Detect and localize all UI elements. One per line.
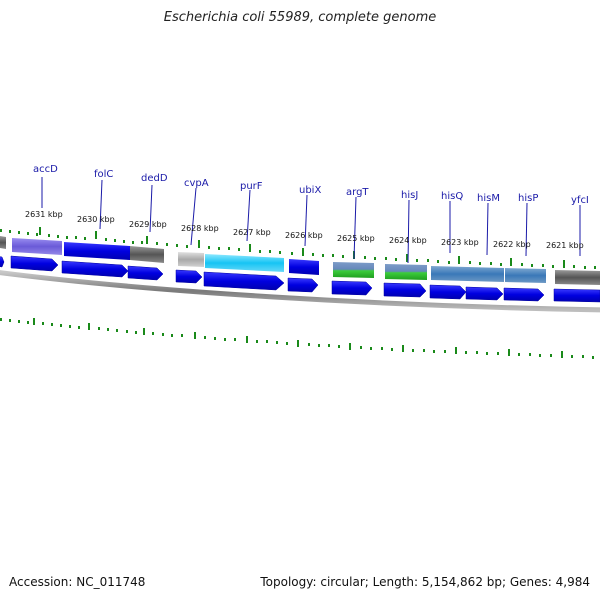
kbp-label: 2623 kbp (441, 238, 479, 247)
gene-label-hisQ[interactable]: hisQ (441, 191, 463, 202)
gene-label-hisJ[interactable]: hisJ (401, 190, 418, 201)
kbp-label: 2627 kbp (233, 228, 271, 237)
gene-label-yfcI[interactable]: yfcI (571, 195, 589, 206)
kbp-labels: 2631 kbp 2630 kbp 2629 kbp 2628 kbp 2627… (25, 210, 584, 250)
feature-track-upper (0, 236, 600, 285)
gene-label-ubiX[interactable]: ubiX (299, 185, 321, 196)
gene-label-cvpA[interactable]: cvpA (184, 178, 209, 189)
gene-leader-lines (41, 177, 581, 264)
accession-label: Accession: NC_011748 (9, 575, 146, 589)
kbp-label: 2625 kbp (337, 234, 375, 243)
gene-label-dedD[interactable]: dedD (141, 173, 168, 184)
map-title: Escherichia coli 55989, complete genome (163, 10, 437, 25)
gene-label-hisP[interactable]: hisP (518, 193, 538, 204)
cds-arrow-track (0, 255, 600, 303)
kbp-label: 2628 kbp (181, 224, 219, 233)
gene-label-accD[interactable]: accD (33, 164, 58, 175)
gene-label-argT[interactable]: argT (346, 187, 369, 198)
topology-label: Topology: circular; Length: 5,154,862 bp… (260, 575, 590, 589)
kbp-label: 2621 kbp (546, 241, 584, 250)
kbp-label: 2631 kbp (25, 210, 63, 219)
outer-tick-ring (0, 227, 596, 269)
gene-label-folC[interactable]: folC (94, 169, 113, 180)
gene-label-hisM[interactable]: hisM (477, 193, 500, 204)
inner-tick-ring (0, 318, 594, 359)
gene-labels: accD folC dedD cvpA purF ubiX argT hisJ … (33, 164, 589, 206)
kbp-label: 2626 kbp (285, 231, 323, 240)
kbp-label: 2629 kbp (129, 220, 167, 229)
kbp-label: 2630 kbp (77, 215, 115, 224)
kbp-label: 2622 kbp (493, 240, 531, 249)
genome-backbone (0, 270, 600, 313)
gene-label-purF[interactable]: purF (240, 181, 263, 192)
kbp-label: 2624 kbp (389, 236, 427, 245)
